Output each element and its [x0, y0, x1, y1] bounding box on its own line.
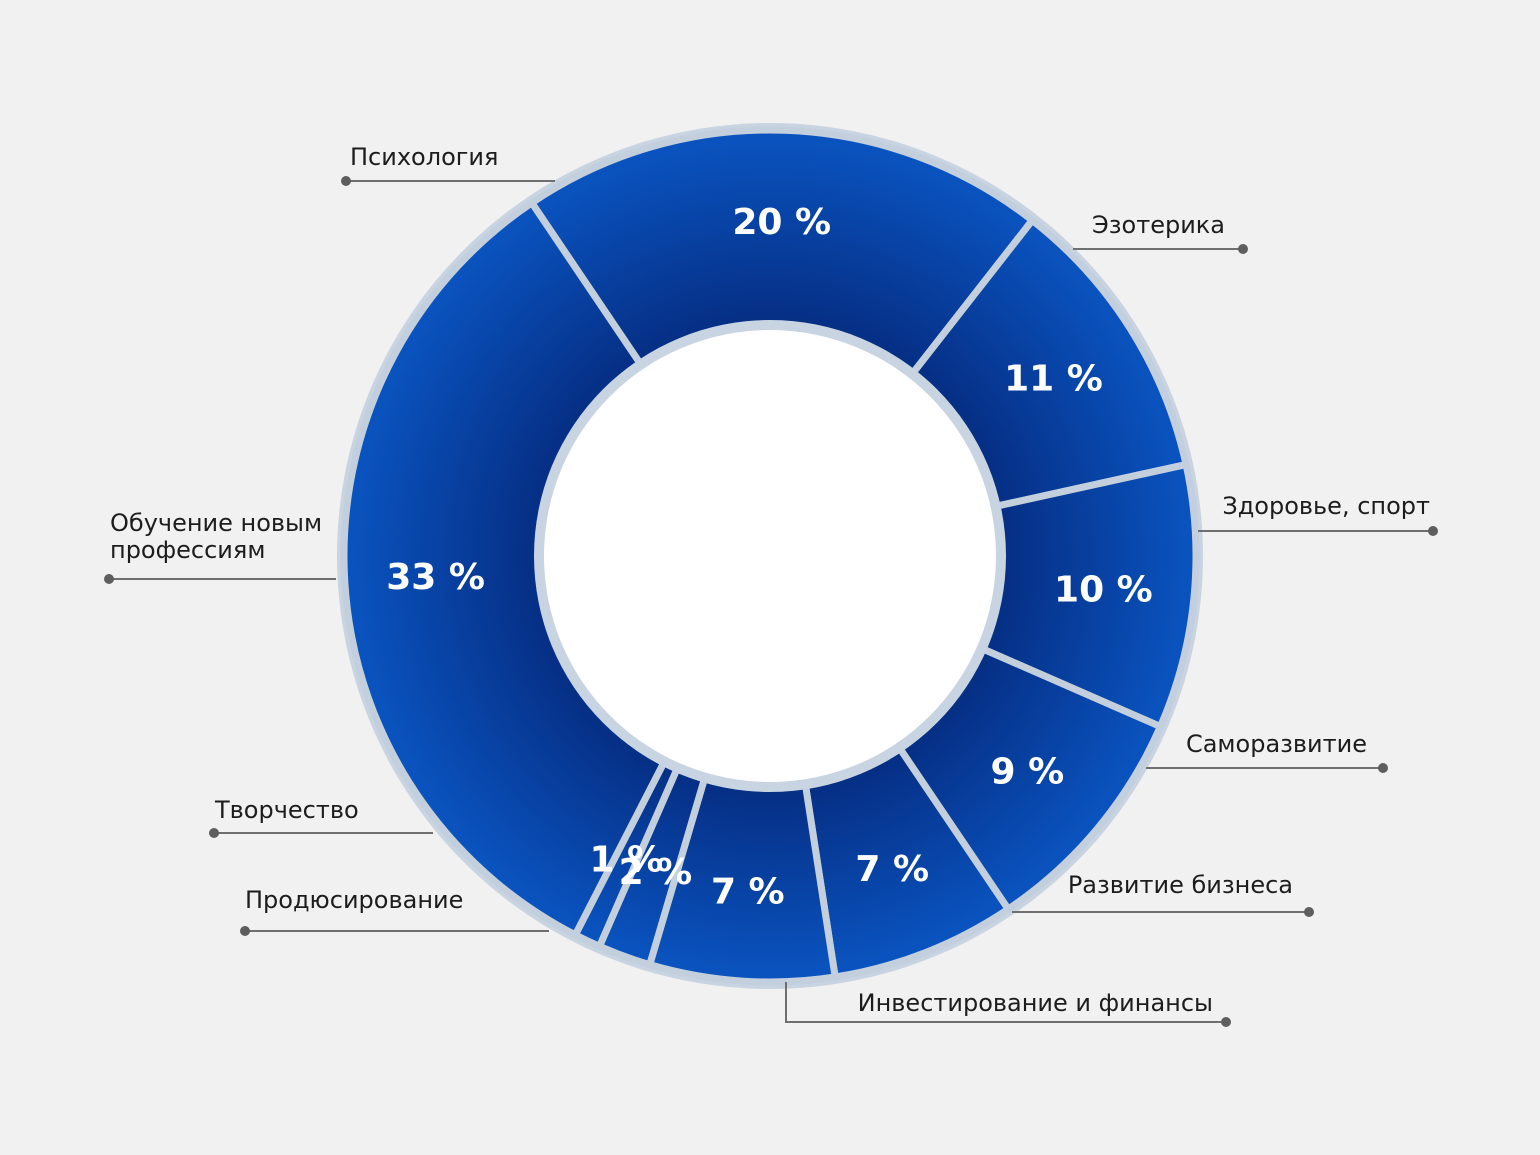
category-label-обучение-новым-профессиям: Обучение новым профессиям — [110, 509, 322, 564]
leader-dot-саморазвитие — [1378, 763, 1388, 773]
percent-label-эзотерика: 11 % — [1004, 358, 1103, 399]
percent-label-продюсирование: 2 % — [619, 852, 693, 893]
leader-dot-психология — [341, 176, 351, 186]
leader-dot-инвестирование-и-финансы — [1221, 1017, 1231, 1027]
category-label-саморазвитие: Саморазвитие — [1186, 730, 1367, 758]
category-label-творчество: Творчество — [214, 796, 359, 824]
percent-label-саморазвитие: 9 % — [991, 751, 1065, 792]
donut-hole — [544, 330, 996, 782]
category-label-развитие-бизнеса: Развитие бизнеса — [1068, 871, 1293, 899]
category-label-здоровье-спорт: Здоровье, спорт — [1222, 492, 1430, 520]
percent-label-психология: 20 % — [732, 202, 831, 243]
percent-labels: 20 % 11 % 10 % 9 % 7 % 7 % 2 %1 % 33 % — [386, 202, 1153, 912]
leader-lines: Психология Эзотерика Здоровье, спорт Самора… — [104, 143, 1438, 1027]
percent-label-обучение-новым-профессиям: 33 % — [386, 557, 485, 598]
leader-dot-обучение-новым-профессиям — [104, 574, 114, 584]
leader-dot-творчество — [209, 828, 219, 838]
percent-label-здоровье-спорт: 10 % — [1054, 570, 1153, 611]
leader-dot-развитие-бизнеса — [1304, 907, 1314, 917]
leader-dot-эзотерика — [1238, 244, 1248, 254]
leader-dot-здоровье-спорт — [1428, 526, 1438, 536]
percent-label-творчество: 1 % — [589, 840, 663, 881]
percent-label-развитие-бизнеса: 7 % — [855, 849, 929, 890]
category-label-эзотерика: Эзотерика — [1092, 211, 1225, 239]
donut-segments — [340, 126, 1200, 986]
percent-label-инвестирование-и-финансы: 7 % — [711, 871, 785, 912]
category-label-инвестирование-и-финансы: Инвестирование и финансы — [858, 989, 1213, 1017]
leader-line-инвестирование-и-финансы — [785, 982, 1226, 1023]
category-label-психология: Психология — [350, 143, 498, 171]
category-label-продюсирование: Продюсирование — [245, 886, 463, 914]
leader-dot-продюсирование — [240, 926, 250, 936]
